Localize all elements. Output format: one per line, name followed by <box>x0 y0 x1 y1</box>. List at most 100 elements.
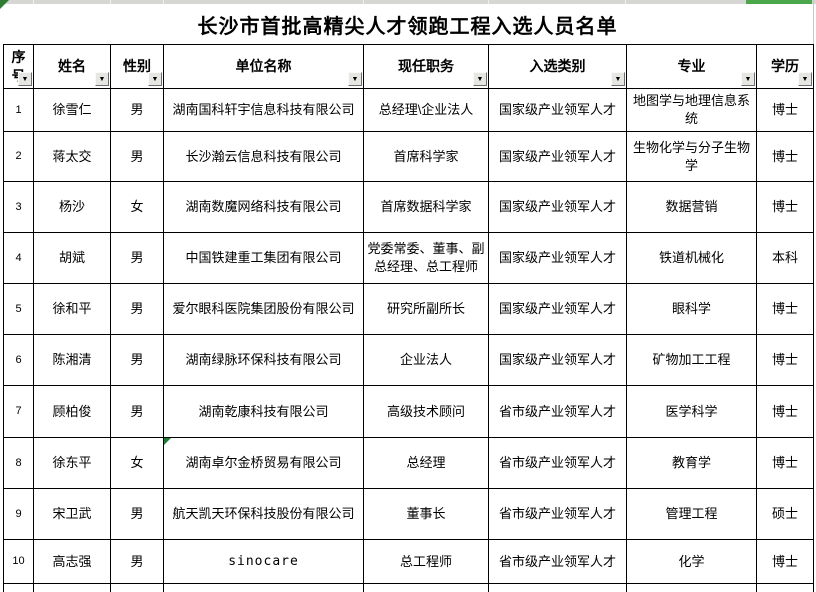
cell-gender[interactable]: 男 <box>110 88 164 132</box>
cell-name[interactable]: 高志强 <box>33 539 111 584</box>
cell-position[interactable]: 总经理 <box>363 437 489 489</box>
cell-gender[interactable]: 男 <box>110 385 164 438</box>
cell-empty[interactable] <box>110 583 164 592</box>
filter-dropdown-button[interactable]: ▼ <box>741 72 755 86</box>
cell-major[interactable]: 铁道机械化 <box>626 232 757 284</box>
cell-degree[interactable]: 硕士 <box>756 488 814 540</box>
header-major[interactable]: 专业 ▼ <box>626 44 757 89</box>
header-name[interactable]: 姓名 ▼ <box>33 44 111 89</box>
cell-seq[interactable]: 1 <box>3 88 34 132</box>
cell-major[interactable]: 眼科学 <box>626 283 757 335</box>
cell-major[interactable]: 生物化学与分子生物学 <box>626 131 757 182</box>
cell-position[interactable]: 首席科学家 <box>363 131 489 182</box>
filter-dropdown-button[interactable]: ▼ <box>18 72 32 86</box>
cell-position[interactable]: 企业法人 <box>363 334 489 386</box>
cell-empty[interactable] <box>163 583 364 592</box>
cell-category[interactable]: 省市级产业领军人才 <box>488 385 627 438</box>
cell-gender[interactable]: 男 <box>110 232 164 284</box>
cell-degree[interactable]: 博士 <box>756 88 814 132</box>
cell-major[interactable]: 管理工程 <box>626 488 757 540</box>
cell-company[interactable]: 长沙瀚云信息科技有限公司 <box>163 131 364 182</box>
cell-empty[interactable] <box>363 583 489 592</box>
cell-degree[interactable]: 博士 <box>756 131 814 182</box>
cell-gender[interactable]: 男 <box>110 283 164 335</box>
filter-dropdown-button[interactable]: ▼ <box>473 72 487 86</box>
cell-degree[interactable]: 博士 <box>756 539 814 584</box>
cell-name[interactable]: 徐东平 <box>33 437 111 489</box>
cell-category[interactable]: 国家级产业领军人才 <box>488 232 627 284</box>
cell-position[interactable]: 总工程师 <box>363 539 489 584</box>
cell-degree[interactable]: 博士 <box>756 334 814 386</box>
cell-seq[interactable]: 6 <box>3 334 34 386</box>
cell-degree[interactable]: 博士 <box>756 181 814 233</box>
cell-name[interactable]: 蒋太交 <box>33 131 111 182</box>
cell-name[interactable]: 顾柏俊 <box>33 385 111 438</box>
cell-name[interactable]: 宋卫武 <box>33 488 111 540</box>
cell-position[interactable]: 董事长 <box>363 488 489 540</box>
cell-category[interactable]: 省市级产业领军人才 <box>488 488 627 540</box>
cell-gender[interactable]: 男 <box>110 539 164 584</box>
cell-category[interactable]: 国家级产业领军人才 <box>488 283 627 335</box>
cell-company[interactable]: 中国铁建重工集团有限公司 <box>163 232 364 284</box>
header-degree[interactable]: 学历 ▼ <box>756 44 814 89</box>
cell-seq[interactable]: 5 <box>3 283 34 335</box>
cell-gender[interactable]: 男 <box>110 488 164 540</box>
cell-major[interactable]: 矿物加工工程 <box>626 334 757 386</box>
cell-major[interactable]: 教育学 <box>626 437 757 489</box>
cell-category[interactable]: 国家级产业领军人才 <box>488 131 627 182</box>
cell-company[interactable]: 湖南卓尔金桥贸易有限公司 <box>163 437 364 489</box>
cell-degree[interactable]: 本科 <box>756 232 814 284</box>
header-company[interactable]: 单位名称 ▼ <box>163 44 364 89</box>
cell-seq[interactable]: 8 <box>3 437 34 489</box>
cell-position[interactable]: 高级技术顾问 <box>363 385 489 438</box>
cell-seq[interactable]: 2 <box>3 131 34 182</box>
cell-category[interactable]: 国家级产业领军人才 <box>488 181 627 233</box>
cell-empty[interactable] <box>626 583 757 592</box>
cell-company[interactable]: 航天凯天环保科技股份有限公司 <box>163 488 364 540</box>
cell-major[interactable]: 数据营销 <box>626 181 757 233</box>
cell-empty[interactable] <box>488 583 627 592</box>
cell-name[interactable]: 胡斌 <box>33 232 111 284</box>
cell-category[interactable]: 国家级产业领军人才 <box>488 334 627 386</box>
cell-major[interactable]: 地图学与地理信息系统 <box>626 88 757 132</box>
cell-company[interactable]: 湖南绿脉环保科技有限公司 <box>163 334 364 386</box>
cell-position[interactable]: 研究所副所长 <box>363 283 489 335</box>
cell-empty[interactable] <box>3 583 34 592</box>
cell-company[interactable]: 湖南数魔网络科技有限公司 <box>163 181 364 233</box>
cell-empty[interactable] <box>33 583 111 592</box>
filter-dropdown-button[interactable]: ▼ <box>611 72 625 86</box>
cell-major[interactable]: 化学 <box>626 539 757 584</box>
cell-empty[interactable] <box>756 583 814 592</box>
cell-seq[interactable]: 4 <box>3 232 34 284</box>
cell-major[interactable]: 医学科学 <box>626 385 757 438</box>
cell-gender[interactable]: 女 <box>110 181 164 233</box>
cell-seq[interactable]: 10 <box>3 539 34 584</box>
cell-name[interactable]: 徐雪仁 <box>33 88 111 132</box>
filter-dropdown-button[interactable]: ▼ <box>148 72 162 86</box>
cell-seq[interactable]: 7 <box>3 385 34 438</box>
cell-degree[interactable]: 博士 <box>756 437 814 489</box>
cell-degree[interactable]: 博士 <box>756 283 814 335</box>
filter-dropdown-button[interactable]: ▼ <box>798 72 812 86</box>
cell-position[interactable]: 首席数据科学家 <box>363 181 489 233</box>
cell-seq[interactable]: 9 <box>3 488 34 540</box>
cell-name[interactable]: 徐和平 <box>33 283 111 335</box>
cell-company[interactable]: 湖南国科轩宇信息科技有限公司 <box>163 88 364 132</box>
cell-position[interactable]: 总经理\企业法人 <box>363 88 489 132</box>
filter-dropdown-button[interactable]: ▼ <box>95 72 109 86</box>
cell-position[interactable]: 党委常委、董事、副总经理、总工程师 <box>363 232 489 284</box>
cell-company[interactable]: 湖南乾康科技有限公司 <box>163 385 364 438</box>
cell-gender[interactable]: 男 <box>110 334 164 386</box>
cell-gender[interactable]: 男 <box>110 131 164 182</box>
header-gender[interactable]: 性别 ▼ <box>110 44 164 89</box>
cell-name[interactable]: 陈湘清 <box>33 334 111 386</box>
cell-category[interactable]: 省市级产业领军人才 <box>488 539 627 584</box>
cell-name[interactable]: 杨沙 <box>33 181 111 233</box>
cell-category[interactable]: 省市级产业领军人才 <box>488 437 627 489</box>
header-seq[interactable]: 序号 ▼ <box>3 44 34 89</box>
cell-company[interactable]: 爱尔眼科医院集团股份有限公司 <box>163 283 364 335</box>
filter-dropdown-button[interactable]: ▼ <box>348 72 362 86</box>
header-category[interactable]: 入选类别 ▼ <box>488 44 627 89</box>
cell-company[interactable]: sinocare <box>163 539 364 584</box>
header-position[interactable]: 现任职务 ▼ <box>363 44 489 89</box>
